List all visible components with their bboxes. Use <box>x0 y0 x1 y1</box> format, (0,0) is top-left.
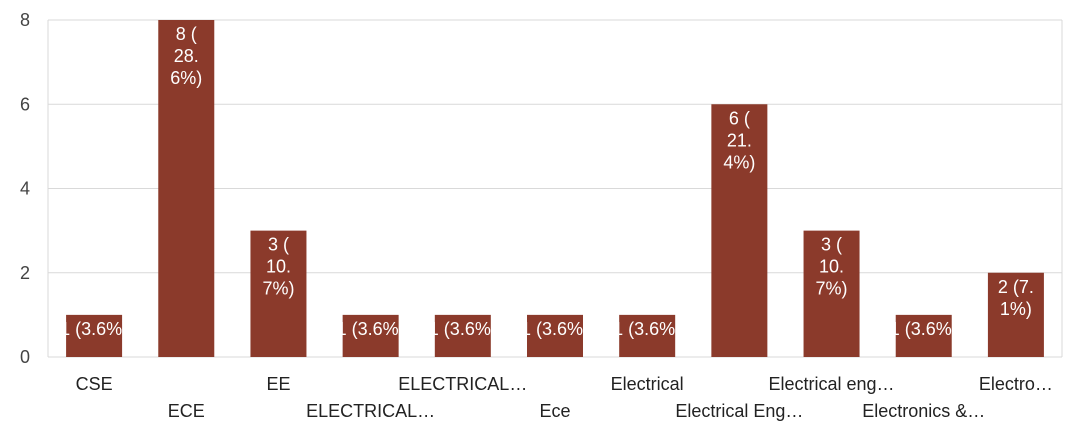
bar <box>895 314 952 357</box>
bar <box>711 104 768 357</box>
data-label: 7%) <box>262 279 294 299</box>
data-label: 3 ( <box>821 235 842 255</box>
data-label: 10. <box>819 257 844 277</box>
data-label: 1 (3.6%) <box>890 319 958 339</box>
bars <box>66 20 1044 357</box>
data-label: 28. <box>174 46 199 66</box>
data-label: 1 (3.6%) <box>613 319 681 339</box>
y-tick-label: 8 <box>20 10 30 30</box>
bar <box>66 314 123 357</box>
data-label: 7%) <box>816 279 848 299</box>
category-label: CSE <box>76 374 113 394</box>
bar <box>250 230 307 357</box>
y-axis-ticks: 0 2 4 6 8 <box>20 10 30 367</box>
bar <box>158 20 215 357</box>
data-label: 10. <box>266 257 291 277</box>
y-tick-label: 6 <box>20 94 30 114</box>
data-label: 1 (3.6%) <box>60 319 128 339</box>
data-label: 1%) <box>1000 299 1032 319</box>
data-label: 21. <box>727 130 752 150</box>
bar <box>434 314 491 357</box>
gridlines <box>47 19 1063 358</box>
category-label: Electro… <box>979 374 1053 394</box>
bar <box>803 230 860 357</box>
category-label: ELECTRICAL… <box>306 401 435 421</box>
data-label: 1 (3.6%) <box>429 319 497 339</box>
bar <box>527 314 583 357</box>
bar <box>987 272 1044 357</box>
category-label: Electrical <box>611 374 684 394</box>
y-tick-label: 4 <box>20 179 30 199</box>
category-label: Electronics &… <box>862 401 985 421</box>
data-labels: 1 (3.6%)8 (28.6%)3 (10.7%)1 (3.6%) 1 (3.6… <box>60 24 1034 339</box>
x-axis-categories: CSE ECE EE ELECTRICAL… ELECTRICAL… Ece Electri… <box>76 374 1053 421</box>
y-tick-label: 0 <box>20 347 30 367</box>
category-label: ELECTRICAL… <box>398 374 527 394</box>
data-label: 6 ( <box>729 108 750 128</box>
category-label: Ece <box>539 401 570 421</box>
data-label: 1 (3.6%) <box>521 319 589 339</box>
data-label: 8 ( <box>176 24 197 44</box>
category-label: Electrical Eng… <box>675 401 803 421</box>
data-label: 3 ( <box>268 235 289 255</box>
y-tick-label: 2 <box>20 263 30 283</box>
data-label: 1 (3.6%) <box>337 319 405 339</box>
bar <box>619 314 676 357</box>
category-label: Electrical eng… <box>769 374 895 394</box>
bar <box>342 314 399 357</box>
category-label: ECE <box>168 401 205 421</box>
category-label: EE <box>266 374 290 394</box>
data-label: 6%) <box>170 68 202 88</box>
data-label: 4%) <box>723 152 755 172</box>
data-label: 2 (7. <box>998 277 1034 297</box>
